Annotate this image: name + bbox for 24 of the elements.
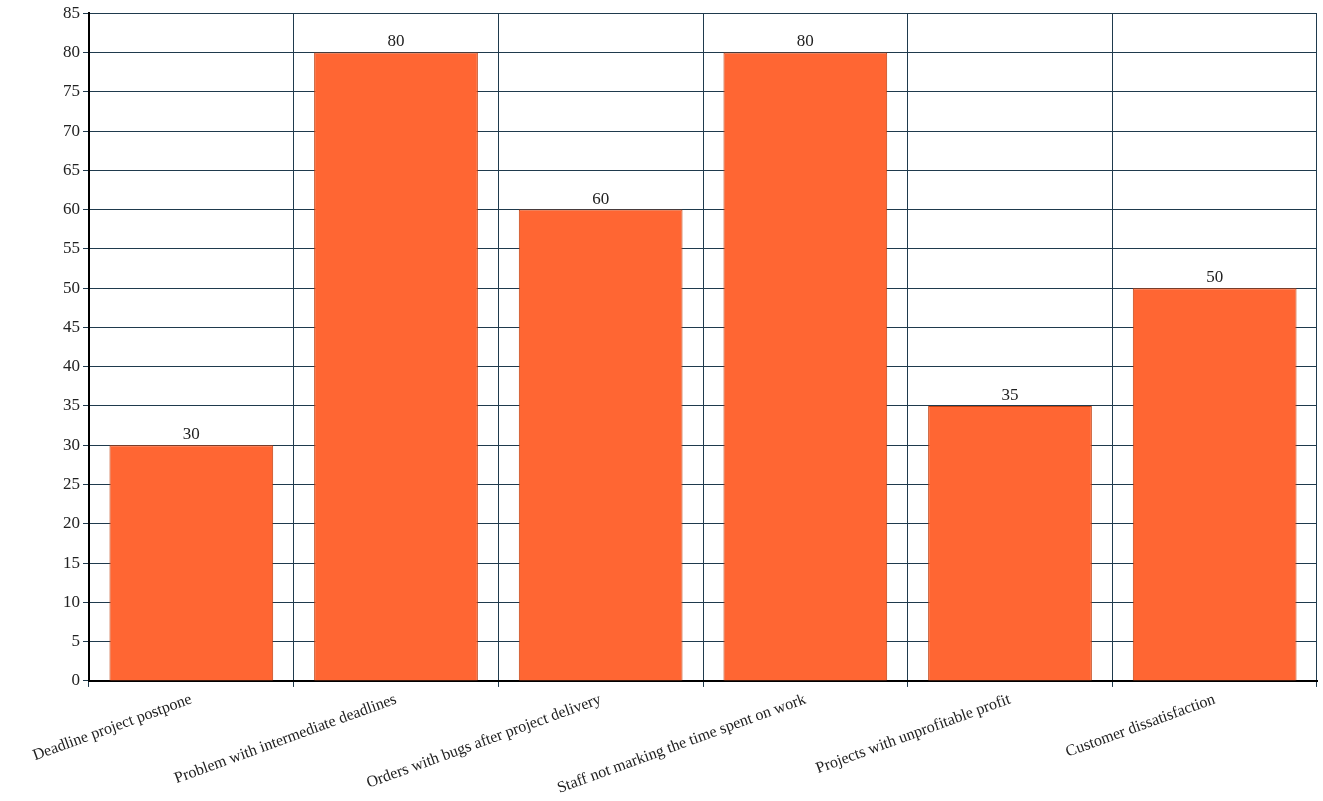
y-tick-label: 45 bbox=[63, 316, 80, 336]
y-tick-label: 80 bbox=[63, 41, 80, 61]
y-tick-label: 25 bbox=[63, 474, 80, 494]
data-label: 80 bbox=[387, 31, 405, 51]
y-tick-label: 70 bbox=[63, 120, 80, 140]
y-tick-label: 35 bbox=[63, 395, 80, 415]
y-tick-label: 5 bbox=[71, 631, 80, 651]
y-tick-label: 65 bbox=[63, 159, 80, 179]
y-tick-label: 20 bbox=[63, 513, 80, 533]
y-tick-label: 75 bbox=[63, 81, 80, 101]
y-tick-label: 55 bbox=[63, 238, 80, 258]
y-tick-label: 60 bbox=[63, 199, 80, 219]
data-label: 50 bbox=[1206, 267, 1224, 287]
data-label: 35 bbox=[1001, 384, 1019, 404]
y-tick-label: 40 bbox=[63, 356, 80, 376]
y-tick-label: 15 bbox=[63, 552, 80, 572]
data-label: 80 bbox=[796, 31, 814, 51]
y-tick-label: 30 bbox=[63, 434, 80, 454]
y-tick-label: 85 bbox=[63, 2, 80, 22]
y-tick-label: 0 bbox=[71, 670, 80, 690]
data-label: 30 bbox=[182, 424, 200, 444]
y-tick-label: 10 bbox=[63, 591, 80, 611]
y-tick-label: 50 bbox=[63, 277, 80, 297]
data-label: 60 bbox=[592, 188, 610, 208]
